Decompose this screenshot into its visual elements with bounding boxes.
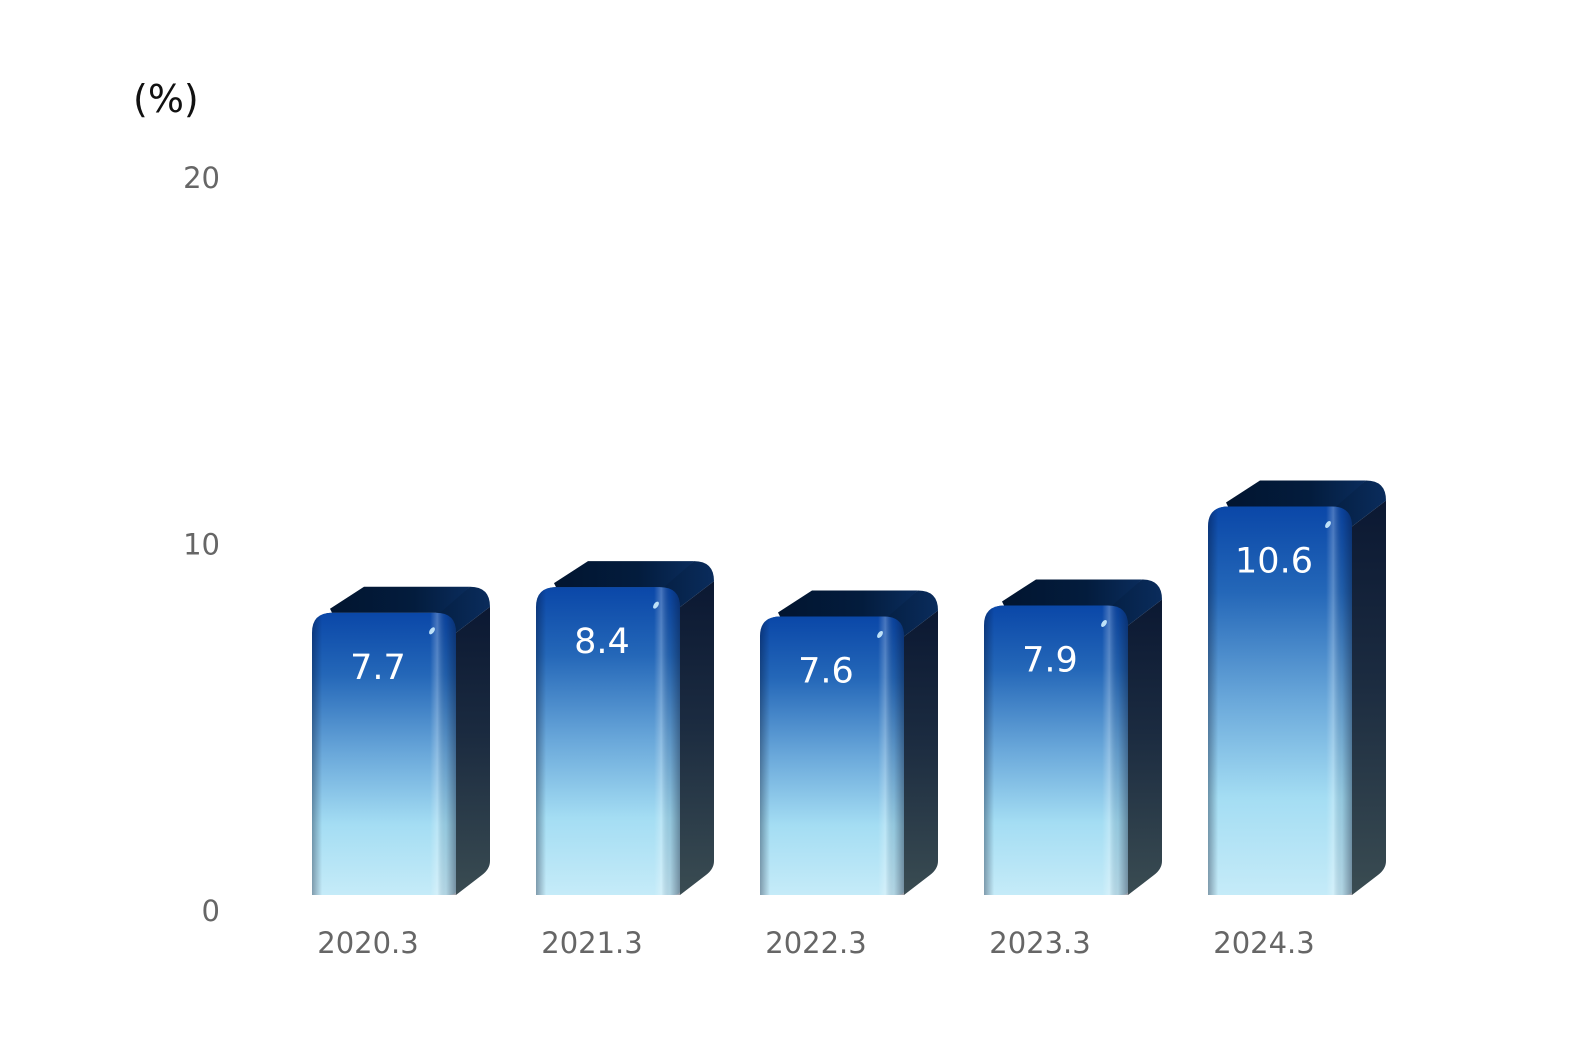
x-tick-label: 2023.3 [989, 926, 1090, 960]
bar: 10.6 [1208, 480, 1386, 895]
x-tick-label: 2024.3 [1213, 926, 1314, 960]
data-label: 10.6 [1235, 542, 1313, 582]
y-unit-label: (%) [133, 77, 199, 121]
y-tick-label: 10 [183, 528, 220, 562]
data-label: 8.4 [574, 622, 630, 662]
x-tick-label: 2021.3 [541, 926, 642, 960]
x-axis-ticks: 2020.3 2021.3 2022.3 2023.3 2024.3 [317, 926, 1314, 960]
bars: 7.7 8.4 7.6 7.9 10.6 [312, 480, 1386, 895]
y-axis-ticks: 0 10 20 [183, 161, 220, 928]
data-label: 7.9 [1022, 640, 1078, 680]
x-tick-label: 2022.3 [765, 926, 866, 960]
bar: 7.9 [984, 579, 1162, 895]
bar: 7.7 [312, 586, 490, 895]
bar: 7.6 [760, 590, 938, 895]
bar: 8.4 [536, 561, 714, 895]
y-tick-label: 20 [183, 161, 220, 195]
data-label: 7.7 [350, 648, 406, 688]
x-tick-label: 2020.3 [317, 926, 418, 960]
y-tick-label: 0 [202, 894, 220, 928]
data-label: 7.6 [798, 651, 854, 691]
